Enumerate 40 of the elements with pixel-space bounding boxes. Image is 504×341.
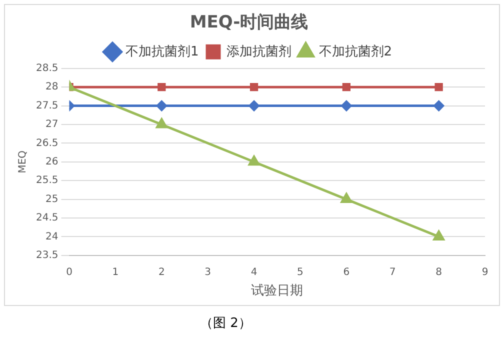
point [248,156,260,166]
point [156,118,168,128]
y-tick-label: 26.5 [36,138,58,149]
y-tick-label: 25 [46,194,58,205]
y-tick-label: 25.5 [36,175,58,186]
x-axis-title: 试验日期 [251,284,304,299]
y-tick-label: 23.5 [36,250,58,261]
legend-label: 不加抗菌剂1 [125,43,199,60]
point [341,100,352,112]
y-tick-label: 24.5 [36,212,58,224]
y-tick-label: 24 [46,231,58,242]
y-tick-label: 28.5 [36,62,58,74]
point [158,83,166,92]
x-tick-label: 5 [297,266,304,278]
x-tick-label: 9 [482,266,488,278]
legend-label: 添加抗菌剂 [226,43,292,60]
text: （图 2） [200,315,252,332]
x-tick-label: 7 [389,266,396,278]
y-tick-label: 26 [46,156,58,168]
x-tick-label: 6 [343,266,350,278]
x-tick-label: 3 [204,266,212,278]
legend-label: 不加抗菌剂2 [318,43,392,60]
point [250,83,258,92]
chart-title: MEQ-时间曲线 [190,12,308,33]
x-tick-label: 4 [250,266,258,278]
point [248,100,260,112]
point [434,100,444,112]
y-tick-label: 28 [46,82,58,93]
point [340,193,352,204]
x-tick-label: 8 [436,266,442,278]
point [434,83,443,92]
point [342,83,350,92]
y-tick-label: 27.5 [36,100,58,112]
x-tick-label: 1 [112,266,119,278]
y-tick-label: 27 [46,119,58,130]
x-tick-label: 2 [158,266,165,278]
y-axis-title: MEQ [18,150,29,174]
point [156,100,167,112]
x-tick-label: 0 [66,266,72,278]
point [433,230,444,240]
